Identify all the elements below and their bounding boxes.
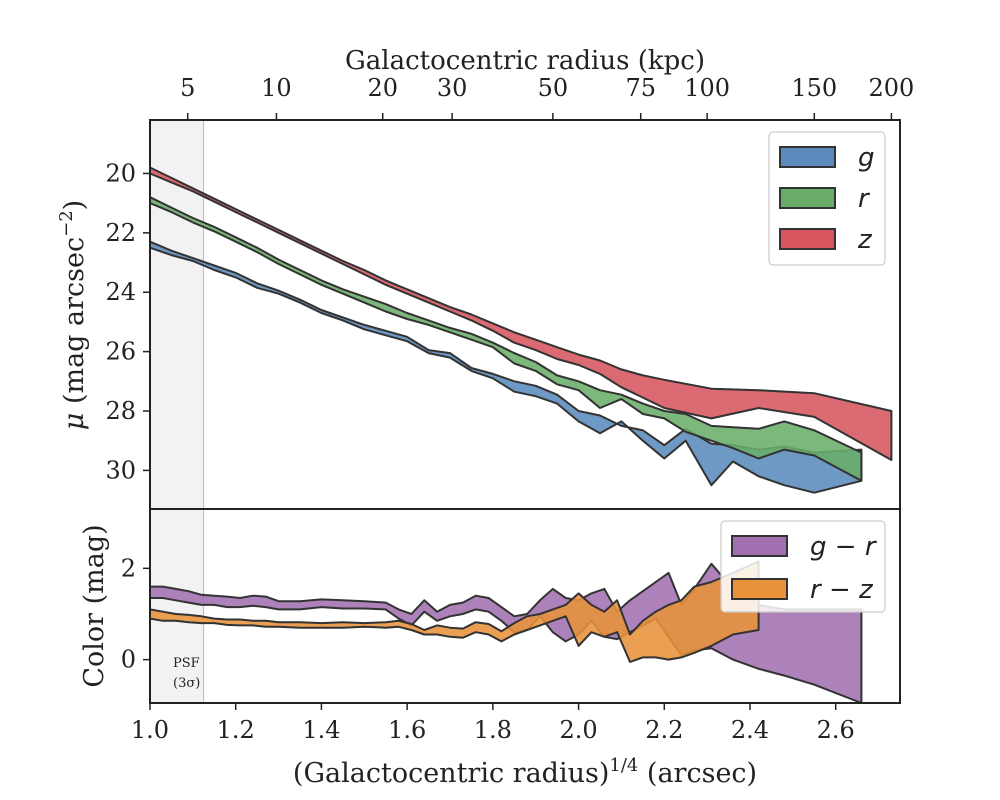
top-legend-label: z: [857, 225, 873, 255]
x-tick-label: 1.8: [474, 716, 512, 744]
kpc-tick-label: 50: [538, 74, 569, 102]
bottom-legend-label: r − z: [810, 575, 874, 605]
top-y-tick-label: 24: [105, 278, 136, 306]
top-legend-label: r: [858, 184, 871, 214]
bottom-legend-swatch: [731, 535, 788, 557]
top-y-tick-label: 28: [105, 397, 136, 425]
kpc-tick-label: 10: [261, 74, 292, 102]
top-series-layer: [149, 166, 893, 494]
x-tick-label: 1.6: [388, 716, 426, 744]
y-label-close: ): [59, 200, 90, 211]
x-axis-label: (Galactocentric radius)1/4 (arcsec): [293, 755, 757, 789]
x-tick-label: 2.4: [731, 716, 769, 744]
x-tick-label: 1.0: [131, 716, 169, 744]
bottom-y-ticks: 02: [121, 554, 150, 674]
x-label-sup: 1/4: [609, 755, 638, 776]
bottom-y-tick-label: 0: [121, 646, 136, 674]
psf-shade-top: [150, 120, 204, 509]
kpc-tick-label: 100: [684, 74, 730, 102]
x-tick-label: 2.0: [559, 716, 597, 744]
top-kpc-axis-ticks: 5 10 20 30 50 75 100 150 200: [180, 74, 914, 120]
top-legend-swatch: [779, 146, 836, 168]
y-label-mu: μ: [59, 413, 90, 431]
kpc-tick-label: 75: [625, 74, 656, 102]
bottom-x-ticks: 1.0 1.2 1.4 1.6 1.8 2.0 2.2 2.4 2.6: [131, 703, 855, 744]
x-label-unit: (arcsec): [638, 758, 757, 789]
top-axis-label: Galactocentric radius (kpc): [345, 46, 705, 76]
x-tick-label: 1.4: [302, 716, 340, 744]
top-legend: grz: [768, 131, 886, 266]
y-label-text: (mag arcsec: [59, 237, 90, 413]
top-y-tick-label: 20: [105, 159, 136, 187]
psf-label: PSF: [173, 656, 200, 671]
bottom-axes-frame: [149, 508, 901, 704]
x-tick-label: 2.2: [645, 716, 683, 744]
band-z: [149, 166, 893, 461]
color-panel: 02 1.0 1.2 1.4 1.6 1.8 2.0 2.2 2.4 2.6 PSF (3σ) …: [79, 508, 901, 789]
band-r: [149, 196, 863, 482]
kpc-tick-label: 30: [437, 74, 468, 102]
x-tick-label: 1.2: [217, 716, 255, 744]
top-y-tick-label: 26: [105, 338, 136, 366]
bottom-legend-label: g − r: [810, 532, 878, 562]
top-y-tick-label: 22: [105, 219, 136, 247]
bottom-legend: g − r r − z: [720, 520, 886, 613]
x-tick-label: 2.6: [817, 716, 855, 744]
kpc-tick-label: 20: [367, 74, 398, 102]
top-legend-swatch: [779, 228, 836, 250]
top-legend-label: g: [858, 143, 875, 173]
top-y-ticks: 20 22 24 26 28 30: [105, 159, 150, 484]
bottom-legend-swatch: [731, 578, 788, 600]
bottom-y-tick-label: 2: [121, 554, 136, 582]
band-r-minus-z: [149, 560, 760, 663]
psf-sigma-label: (3σ): [173, 676, 200, 691]
y-label-sup: −2: [56, 210, 77, 237]
bottom-y-axis-label: Color (mag): [79, 524, 110, 687]
kpc-tick-label: 200: [869, 74, 915, 102]
kpc-tick-label: 150: [791, 74, 837, 102]
surface-brightness-panel: 20 22 24 26 28 30 5 10 20 30 50 75 100 150 200 Galact…: [56, 46, 914, 515]
psf-shade-bottom: [150, 509, 204, 703]
top-y-tick-label: 30: [105, 456, 136, 484]
kpc-tick-label: 5: [180, 74, 195, 102]
top-y-axis-label: μ (mag arcsec−2): [56, 200, 90, 430]
top-legend-swatch: [779, 187, 836, 209]
x-label-main: (Galactocentric radius): [293, 758, 609, 789]
